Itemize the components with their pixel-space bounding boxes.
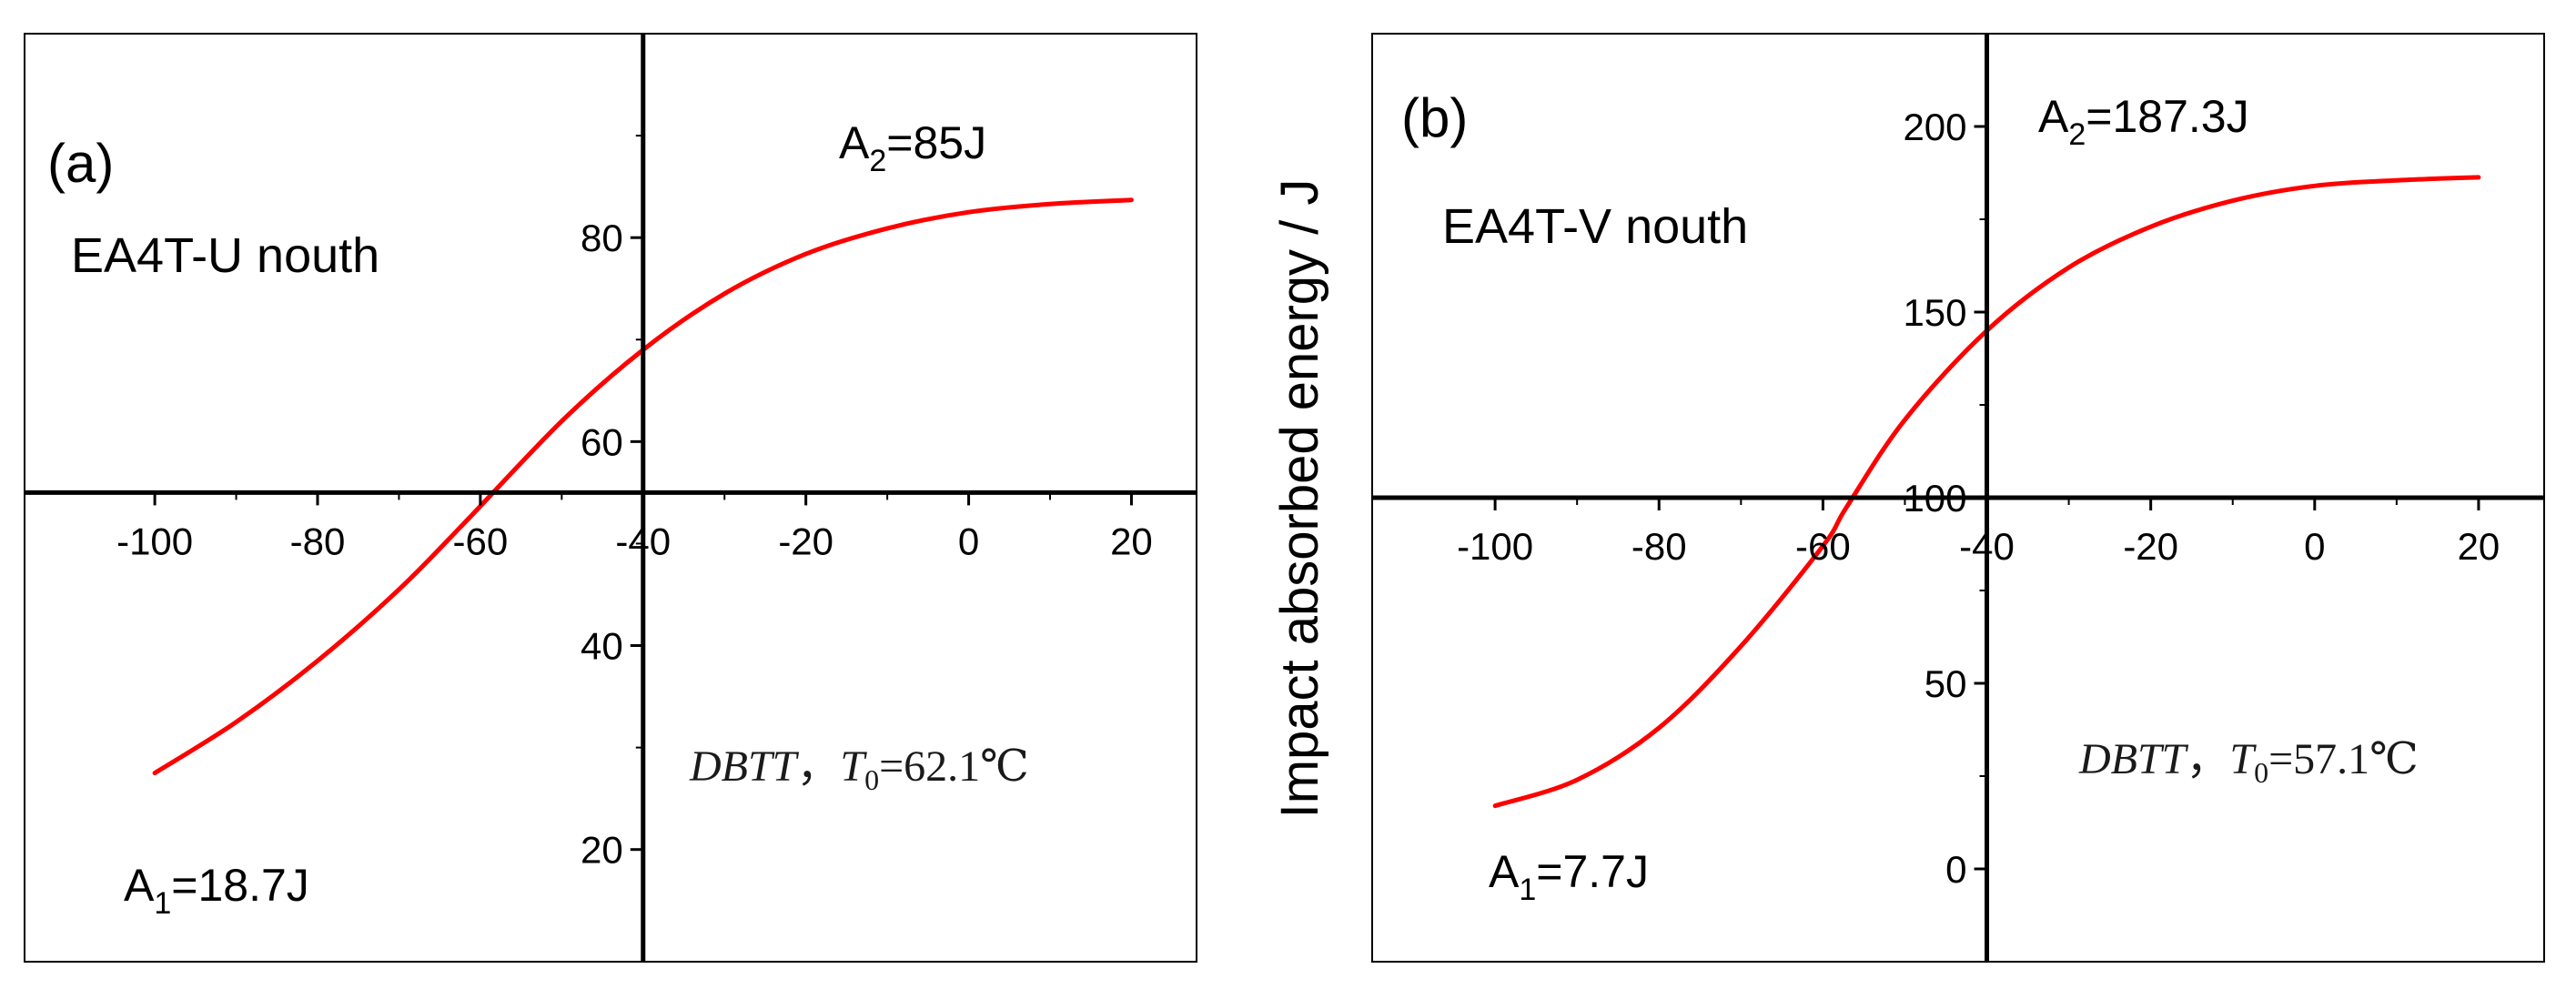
panel-a-a1-sub: 1	[154, 886, 171, 921]
panel-b-x-tick-label: 0	[2304, 525, 2325, 568]
panel-a-curve-group	[152, 197, 1134, 776]
panel-b-x-tick-label: -80	[1631, 525, 1687, 568]
panel-b-label: (b)	[1401, 87, 1468, 148]
panel-a-material-label: EA4T-U nouth	[71, 228, 379, 283]
panel-b-y-tick-label: 0	[1945, 848, 1966, 891]
panel-a-a2-sub: 2	[869, 144, 886, 178]
panel-a-y-tick-label: 20	[581, 829, 623, 872]
panel-b-dbtt-sub: 0	[2254, 756, 2268, 789]
panel-b-a1-annotation: A1=7.7J	[1489, 846, 1649, 907]
panel-b-a1-sub: 1	[1519, 873, 1536, 907]
panel-b-curve-group	[1492, 175, 2481, 809]
panel-a-dbtt-label: DBTT	[689, 742, 800, 791]
panel-a-y-tick-label: 60	[581, 420, 623, 463]
panel-b-dbtt-sep: ，	[2186, 735, 2229, 783]
panel-a-series-line	[152, 197, 1134, 776]
panel-b-a2-base: A	[2038, 91, 2069, 142]
panel-a-y-tick-label: 40	[581, 625, 623, 668]
panel-b-a2-value: =187.3J	[2086, 91, 2248, 142]
panel-a-x-tick-label: -100	[116, 520, 193, 562]
panel-b-x-tick-label: -20	[2123, 525, 2178, 568]
panel-b-dbtt-value: =57.1℃	[2268, 735, 2419, 783]
panel-a-x-tick-label: -40	[615, 520, 671, 562]
panel-b-y-tick-label: 50	[1924, 662, 1967, 705]
panel-b-y-tick-label: 100	[1903, 477, 1966, 520]
panel-a-frame	[24, 33, 1197, 963]
panel-a-x-tick-label: -20	[778, 520, 833, 562]
panel-b-a1-value: =7.7J	[1536, 846, 1649, 897]
panel-b-a1-base: A	[1489, 846, 1520, 897]
y-axis-title: Impact absorbed energy / J	[1270, 179, 1329, 819]
panel-a-x-tick-label: -80	[290, 520, 346, 562]
panel-a-a1-annotation: A1=18.7J	[124, 860, 309, 921]
panel-b-dbtt-label: DBTT	[2078, 735, 2189, 783]
panel-b-a2-sub: 2	[2068, 117, 2086, 152]
panel-a-dbtt-annotation: DBTT，T0=62.1℃	[689, 742, 1029, 796]
panel-a-dbtt-sep: ，	[796, 742, 840, 791]
panel-b-x-tick-label: 20	[2458, 525, 2500, 568]
panel-b-material-label: EA4T-V nouth	[1442, 199, 1748, 254]
panel-a-y-tick-label: 80	[581, 217, 623, 259]
panel-a-dbtt-t: T	[840, 742, 867, 791]
panel-a-dbtt-sub: 0	[864, 763, 879, 796]
panel-a-dbtt-value: =62.1℃	[879, 742, 1029, 791]
panel-b-x-tick-label: -60	[1795, 525, 1851, 568]
panel-a-x-tick-label: 0	[958, 520, 979, 562]
panel-b-y-tick-label: 200	[1903, 106, 1966, 148]
panel-a-a1-value: =18.7J	[171, 860, 309, 911]
panel-b-series-line	[1492, 175, 2481, 809]
panel-b-a2-annotation: A2=187.3J	[2038, 91, 2249, 152]
panel-a-a2-base: A	[839, 117, 870, 168]
panel-a-x-tick-label: -60	[453, 520, 509, 562]
panel-a-a2-value: =85J	[886, 117, 986, 168]
panel-b-dbtt-annotation: DBTT，T0=57.1℃	[2078, 735, 2419, 789]
panel-a-x-tick-label: 20	[1110, 520, 1153, 562]
panel-b-y-tick-label: 150	[1903, 291, 1966, 334]
panel-a-a2-annotation: A2=85J	[839, 117, 986, 178]
panel-b-dbtt-t: T	[2229, 735, 2257, 783]
panel-a-a1-base: A	[124, 860, 155, 911]
panel-b-x-tick-label: -100	[1457, 525, 1533, 568]
panel-b-x-tick-label: -40	[1959, 525, 2015, 568]
panel-a-label: (a)	[47, 133, 114, 194]
